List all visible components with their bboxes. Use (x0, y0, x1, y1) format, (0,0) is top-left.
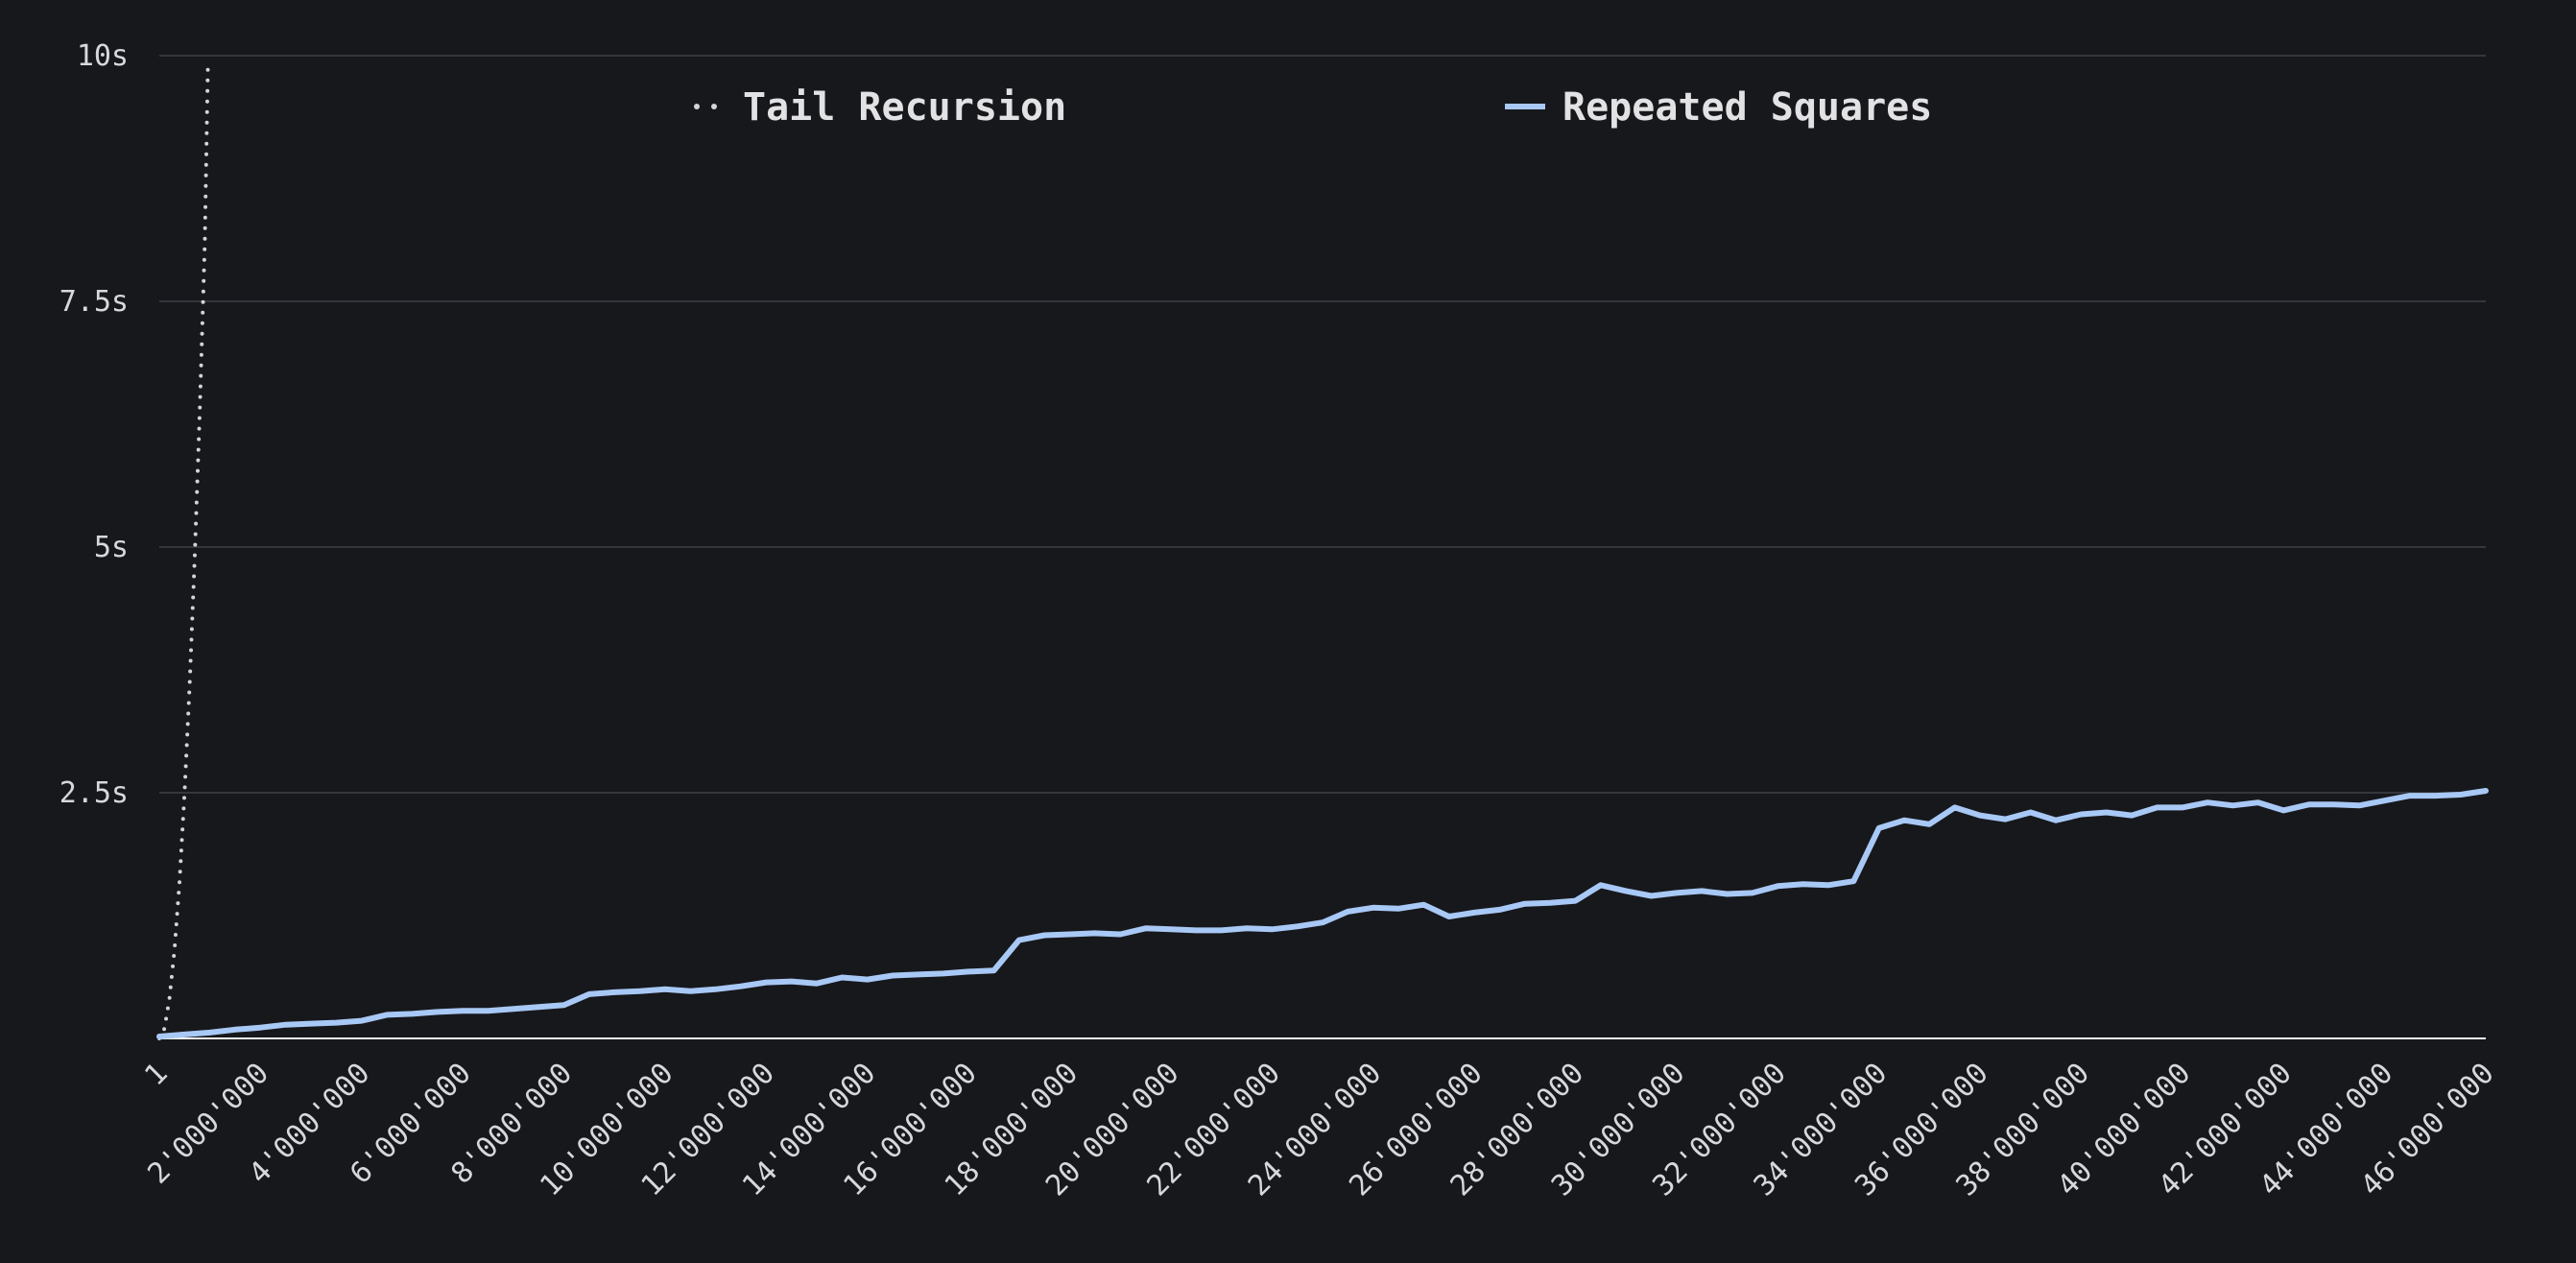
series-layer (156, 63, 2489, 1040)
legend-marker-dotted (694, 104, 700, 109)
legend-label: Repeated Squares (1562, 85, 1932, 130)
y-axis: 2.5s 5s 7.5s 10s (60, 39, 129, 810)
legend-marker-dotted (711, 104, 717, 109)
series-line-0 (157, 63, 210, 1040)
y-tick-label: 10s (77, 39, 129, 73)
x-axis: 12'000'0004'000'0006'000'0008'000'00010'… (138, 1037, 2501, 1203)
y-tick-label: 5s (94, 531, 129, 564)
grid-lines (159, 55, 2486, 794)
x-tick-label: 1 (138, 1057, 175, 1093)
series-line-1 (156, 788, 2489, 1039)
legend-label: Tail Recursion (743, 85, 1066, 130)
legend: Tail Recursion Repeated Squares (694, 85, 1932, 130)
y-tick-label: 7.5s (60, 285, 129, 319)
y-tick-label: 2.5s (60, 776, 129, 810)
